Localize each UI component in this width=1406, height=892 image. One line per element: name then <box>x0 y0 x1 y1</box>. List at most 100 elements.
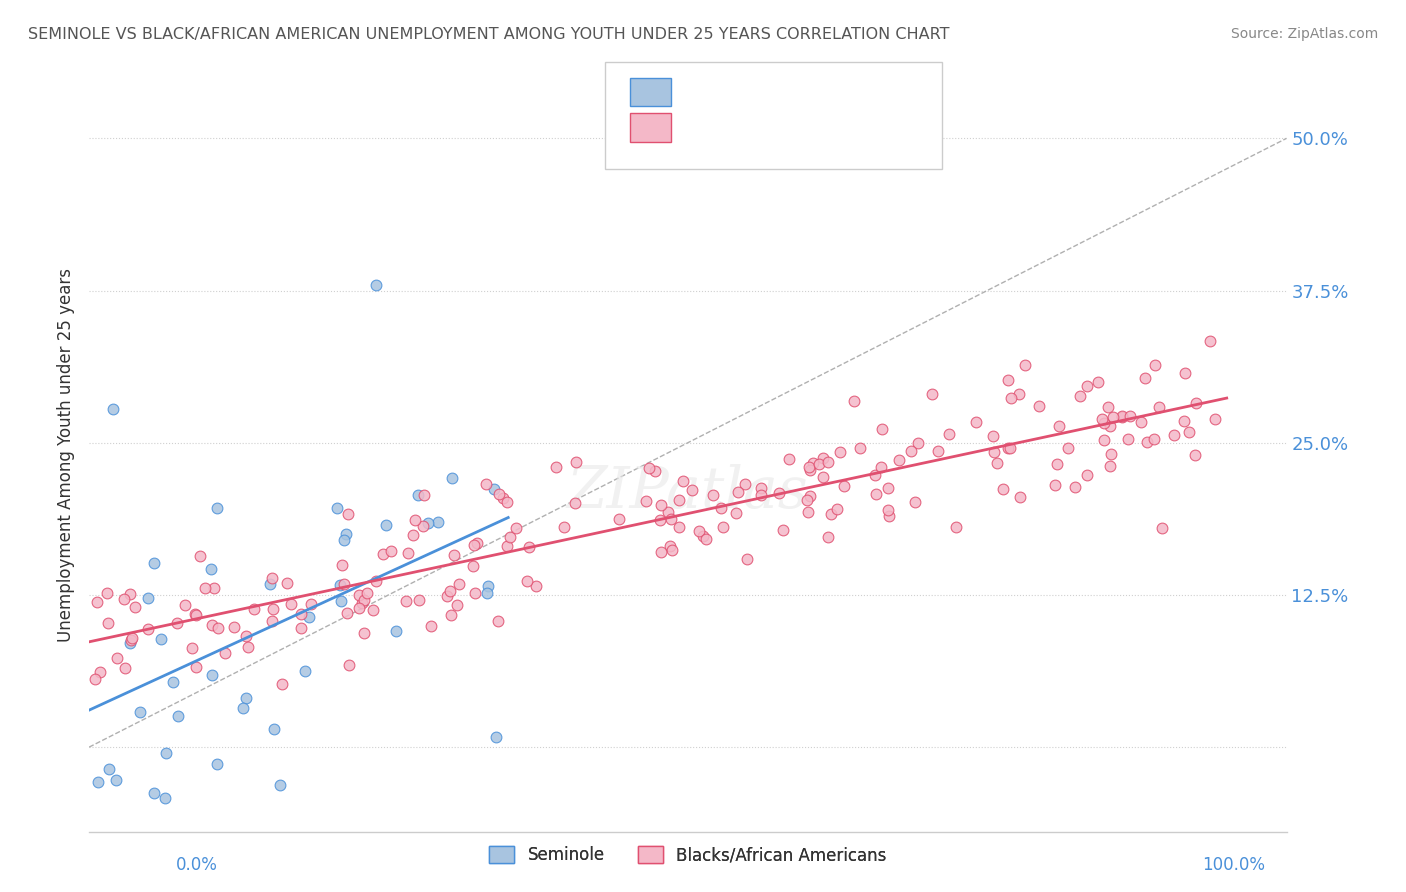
Point <box>207 621 229 635</box>
Point <box>290 607 312 622</box>
Point <box>1092 417 1115 431</box>
Point <box>1057 442 1080 456</box>
Point <box>416 516 439 530</box>
Point <box>222 619 245 633</box>
Point <box>420 618 443 632</box>
Point <box>96 586 118 600</box>
Point <box>143 786 166 800</box>
Point <box>650 545 672 559</box>
Point <box>1076 379 1098 393</box>
Point <box>486 614 509 628</box>
Point <box>813 470 835 484</box>
Point <box>516 574 538 589</box>
Point <box>353 592 375 607</box>
Point <box>385 624 408 638</box>
Point <box>870 460 893 475</box>
Point <box>374 517 396 532</box>
Point <box>205 756 228 771</box>
Text: SEMINOLE VS BLACK/AFRICAN AMERICAN UNEMPLOYMENT AMONG YOUTH UNDER 25 YEARS CORRE: SEMINOLE VS BLACK/AFRICAN AMERICAN UNEMP… <box>28 27 949 42</box>
Point <box>124 599 146 614</box>
Point <box>499 530 522 544</box>
Point <box>749 481 772 495</box>
Point <box>981 428 1004 442</box>
Point <box>945 520 967 534</box>
Point <box>329 577 352 591</box>
Point <box>799 489 821 503</box>
Point <box>863 467 886 482</box>
Point <box>997 373 1019 387</box>
Point <box>214 646 236 660</box>
Point <box>464 586 486 600</box>
Point <box>657 505 679 519</box>
Point <box>395 593 418 607</box>
Point <box>380 544 402 558</box>
Point <box>167 709 190 723</box>
Point <box>330 558 353 572</box>
Point <box>644 464 666 478</box>
Point <box>235 691 257 706</box>
Text: R =: R = <box>678 120 714 138</box>
Point <box>659 539 682 553</box>
Point <box>235 629 257 643</box>
Point <box>406 488 429 502</box>
Point <box>1204 412 1226 426</box>
Point <box>361 603 384 617</box>
Text: 0.253: 0.253 <box>714 85 762 103</box>
Point <box>89 665 111 680</box>
Point <box>661 542 683 557</box>
Point <box>349 588 371 602</box>
Point <box>1173 414 1195 428</box>
Point <box>120 632 142 647</box>
Point <box>553 520 575 534</box>
Point <box>1111 409 1133 423</box>
Point <box>155 791 177 805</box>
Point <box>1090 412 1112 426</box>
Point <box>1102 410 1125 425</box>
Point <box>702 488 724 502</box>
Point <box>205 501 228 516</box>
Point <box>465 536 488 550</box>
Point <box>828 445 851 459</box>
Point <box>259 576 281 591</box>
Point <box>1098 458 1121 473</box>
Point <box>1046 457 1069 471</box>
Point <box>1185 396 1208 410</box>
Point <box>811 451 834 466</box>
Point <box>797 505 820 519</box>
Point <box>727 485 749 500</box>
Point <box>97 762 120 776</box>
Point <box>1178 425 1201 439</box>
Point <box>986 456 1008 470</box>
Point <box>276 576 298 591</box>
Point <box>103 402 125 417</box>
Point <box>825 501 848 516</box>
Point <box>904 494 927 508</box>
Point <box>1119 409 1142 423</box>
Point <box>184 660 207 674</box>
Point <box>326 501 349 516</box>
Text: R =: R = <box>678 85 714 103</box>
Text: 41: 41 <box>815 85 842 103</box>
Text: 197: 197 <box>815 120 846 138</box>
Point <box>350 596 373 610</box>
Point <box>907 436 929 450</box>
Point <box>820 507 842 521</box>
Point <box>243 601 266 615</box>
Point <box>921 387 943 401</box>
Point <box>688 524 710 539</box>
Point <box>1000 392 1022 406</box>
Point <box>443 548 465 562</box>
Text: ZIPatlas: ZIPatlas <box>567 465 808 521</box>
Point <box>180 641 202 656</box>
Point <box>938 427 960 442</box>
Point <box>768 485 790 500</box>
Point <box>496 495 519 509</box>
Point <box>155 746 177 760</box>
Point <box>337 658 360 673</box>
Point <box>402 528 425 542</box>
Point <box>772 524 794 538</box>
Point <box>162 675 184 690</box>
Point <box>1097 400 1119 414</box>
Point <box>1014 358 1036 372</box>
Point <box>695 532 717 546</box>
